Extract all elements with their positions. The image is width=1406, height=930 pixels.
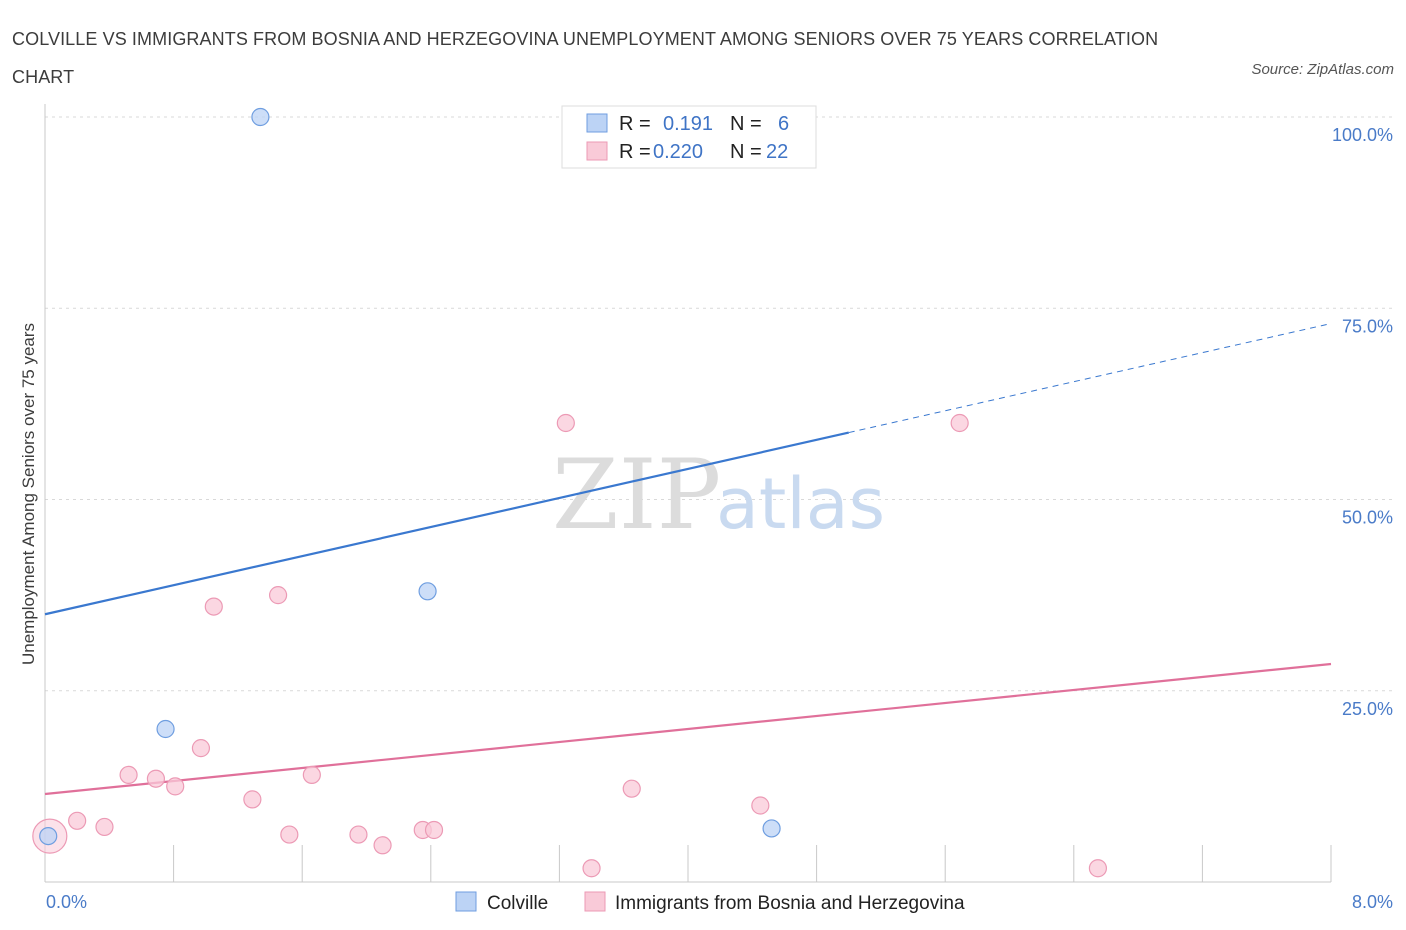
legend-n-label: N = (730, 141, 762, 163)
y-tick-label: 75.0% (1342, 316, 1393, 336)
bosnia-point-9 (268, 586, 288, 605)
y-tick-label: 50.0% (1342, 508, 1393, 528)
bosnia-point-19 (751, 796, 770, 815)
bosnia-point-7 (204, 597, 223, 616)
watermark-zip: ZIP (552, 439, 721, 551)
legend-swatch-colville (586, 113, 608, 133)
colville-point-1 (251, 107, 270, 127)
x-tick-label: 8.0% (1352, 892, 1393, 912)
bosnia-point-15 (424, 820, 444, 840)
bosnia-point-8 (243, 790, 262, 809)
legend-r-label: R = (619, 113, 651, 135)
bosnia-point-5 (166, 777, 185, 796)
bosnia-point-18 (622, 779, 641, 798)
axes (44, 104, 1332, 883)
bosnia-point-3 (119, 765, 138, 785)
legend-n-value: 22 (766, 141, 788, 163)
bosnia-point-4 (146, 769, 166, 788)
legend-label-colville: Colville (487, 893, 548, 914)
trend-line-1 (44, 662, 1332, 796)
legend-n-value: 6 (778, 113, 789, 135)
colville-point-4 (418, 582, 437, 601)
trend-lines (44, 323, 1332, 796)
legend-r-value: 0.191 (663, 113, 713, 135)
bosnia-point-21 (1088, 859, 1108, 878)
legend-swatch-bosnia (584, 891, 606, 912)
bosnia-point-20 (950, 413, 969, 433)
legend-n-label: N = (730, 113, 762, 135)
colville-point-0 (39, 826, 58, 846)
legend-swatch-colville (455, 891, 477, 912)
series-legend: Colville Immigrants from Bosnia and Herz… (455, 891, 965, 914)
bosnia-point-10 (280, 825, 299, 844)
y-axis-label: Unemployment Among Seniors over 75 years (19, 323, 38, 665)
colville-point-3 (156, 719, 175, 739)
bosnia-point-13 (373, 836, 392, 855)
trend-line-0 (44, 431, 849, 616)
grid-lines (45, 116, 1395, 692)
trend-line-extension-0 (848, 323, 1332, 434)
chart-title: COLVILLE VS IMMIGRANTS FROM BOSNIA AND H… (12, 29, 1159, 87)
x-tick-label: 0.0% (46, 892, 87, 912)
bosnia-point-12 (349, 825, 368, 844)
y-tick-label: 100.0% (1332, 125, 1393, 145)
bosnia-point-2 (95, 817, 114, 837)
watermark: ZIP atlas (552, 439, 885, 551)
bosnia-point-6 (191, 739, 211, 758)
bosnia-point-11 (302, 765, 321, 785)
legend-r-value: 0.220 (653, 141, 703, 163)
legend-r-label: R = (619, 141, 651, 163)
data-points (32, 107, 1108, 878)
chart-source: Source: ZipAtlas.com (1251, 61, 1394, 78)
correlation-legend: R = 0.191 N = 6 R = 0.220 N = 22 (561, 105, 817, 169)
colville-point-5 (762, 819, 781, 838)
legend-swatch-bosnia (586, 141, 608, 161)
bosnia-point-16 (556, 413, 575, 433)
tick-labels: 25.0% 50.0% 75.0% 100.0% 0.0% 8.0% (46, 125, 1393, 912)
bosnia-point-17 (582, 859, 601, 878)
y-tick-label: 25.0% (1342, 699, 1393, 719)
legend-label-bosnia: Immigrants from Bosnia and Herzegovina (615, 893, 965, 914)
bosnia-point-1 (68, 811, 87, 830)
watermark-atlas: atlas (716, 463, 885, 545)
